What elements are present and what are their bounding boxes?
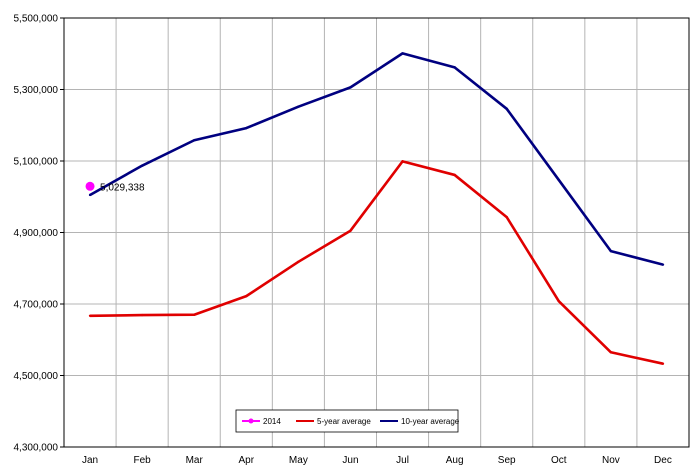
data-point	[661, 362, 665, 365]
x-axis-ticks: Jan Feb Mar Apr May Jun Jul Aug Sep Oct Nov Dec	[82, 455, 672, 466]
data-point	[661, 263, 665, 266]
data-point	[505, 107, 508, 111]
y-tick-label: 4,700,000	[14, 300, 59, 311]
y-axis-ticks: 4,300,000 4,500,000 4,700,000 4,900,000 5,10…	[14, 14, 64, 454]
data-point	[193, 313, 196, 316]
data-point	[88, 193, 92, 197]
x-tick-label: Oct	[551, 455, 567, 466]
data-point	[297, 260, 300, 264]
x-tick-label: Apr	[239, 455, 255, 466]
y-tick-label: 4,900,000	[14, 228, 59, 239]
legend-entry: 5-year average	[317, 417, 371, 426]
data-labels: 5,029,338	[100, 182, 145, 193]
data-point	[245, 294, 248, 298]
x-tick-label: Jun	[342, 455, 358, 466]
legend-entry: 2014	[263, 417, 281, 426]
data-point	[453, 66, 456, 69]
data-point	[140, 164, 144, 167]
data-point	[401, 52, 404, 55]
data-point	[505, 215, 508, 219]
x-tick-label: Sep	[498, 455, 516, 466]
x-tick-label: Mar	[186, 455, 204, 466]
y-tick-label: 4,500,000	[14, 371, 59, 382]
data-point	[88, 314, 92, 317]
x-tick-label: Feb	[134, 455, 152, 466]
legend: 2014 5-year average 10-year average	[235, 409, 460, 433]
y-tick-label: 5,300,000	[14, 85, 59, 96]
x-tick-label: Aug	[446, 455, 464, 466]
data-point	[401, 160, 404, 163]
data-point-2014	[85, 181, 95, 191]
data-label: 5,029,338	[100, 182, 145, 193]
y-tick-label: 5,100,000	[14, 157, 59, 168]
x-tick-label: Jul	[396, 455, 409, 466]
data-point	[297, 105, 300, 108]
plot-area-frame	[63, 17, 690, 448]
x-tick-label: Dec	[654, 455, 672, 466]
data-point	[557, 178, 560, 182]
x-tick-label: Nov	[602, 455, 620, 466]
series-lines	[85, 52, 665, 365]
data-point	[140, 313, 144, 317]
data-point	[349, 229, 352, 232]
data-point	[557, 299, 560, 303]
legend-entry: 10-year average	[401, 417, 460, 426]
data-point	[453, 173, 456, 177]
data-point	[193, 139, 196, 142]
series-line-10-year-average	[89, 52, 664, 266]
data-point	[609, 249, 613, 253]
data-point	[349, 86, 352, 89]
data-point	[609, 351, 613, 354]
x-tick-label: Jan	[82, 455, 98, 466]
legend-marker	[248, 418, 254, 424]
legend-box	[235, 409, 459, 433]
data-point	[245, 126, 248, 130]
x-tick-label: May	[289, 455, 308, 466]
gridlines	[64, 17, 689, 448]
y-tick-label: 4,300,000	[14, 443, 59, 454]
series-line-5-year-average	[90, 160, 664, 365]
y-tick-label: 5,500,000	[14, 14, 59, 25]
